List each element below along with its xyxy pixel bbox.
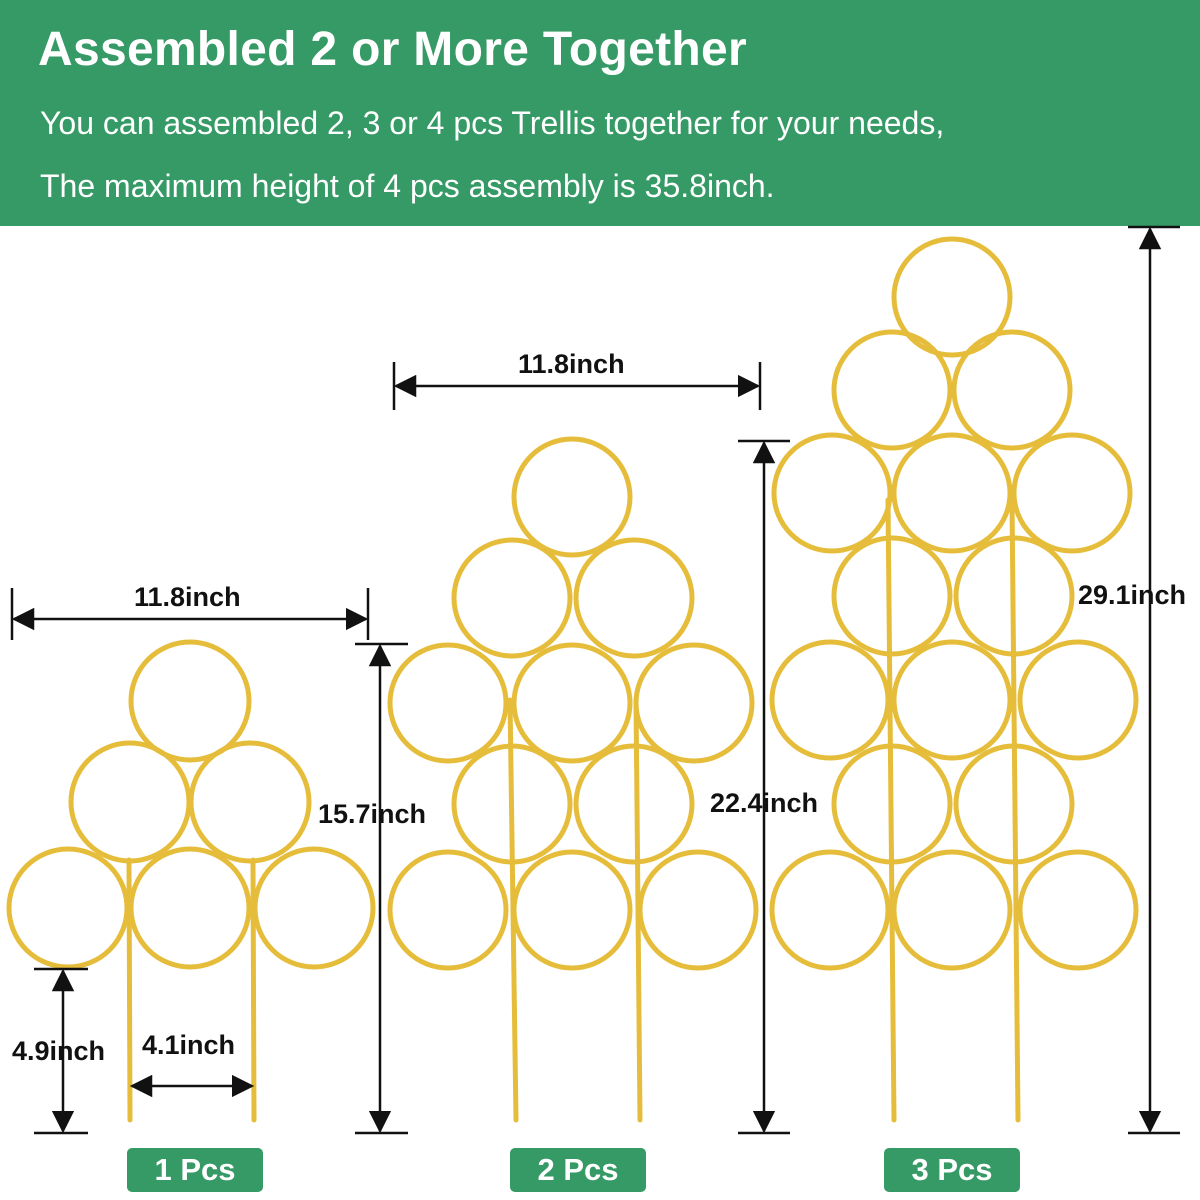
subtitle-line-2: The maximum height of 4 pcs assembly is … <box>40 168 775 204</box>
one-width-label: 11.8inch <box>134 582 241 612</box>
headline: Assembled 2 or More Together <box>38 23 747 76</box>
badge-1-pcs: 1 Pcs <box>127 1148 263 1192</box>
one-height-label: 15.7inch <box>318 799 427 829</box>
two-height-label: 22.4inch <box>710 788 819 818</box>
trellis-2-pcs <box>387 436 759 1123</box>
header-banner: Assembled 2 or More Together You can ass… <box>0 0 1200 226</box>
three-height-label: 29.1inch <box>1078 580 1187 610</box>
stake-spacing-label: 4.1inch <box>142 1030 236 1060</box>
trellis-3-pcs <box>769 236 1139 1123</box>
badge-3-pcs: 3 Pcs <box>884 1148 1020 1192</box>
subtitle-line-1: You can assembled 2, 3 or 4 pcs Trellis … <box>40 105 945 141</box>
dimension-lines <box>10 225 1180 1135</box>
stake-height-label: 4.9inch <box>12 1036 106 1066</box>
badge-2-pcs: 2 Pcs <box>510 1148 646 1192</box>
two-width-label: 11.8inch <box>518 349 625 379</box>
